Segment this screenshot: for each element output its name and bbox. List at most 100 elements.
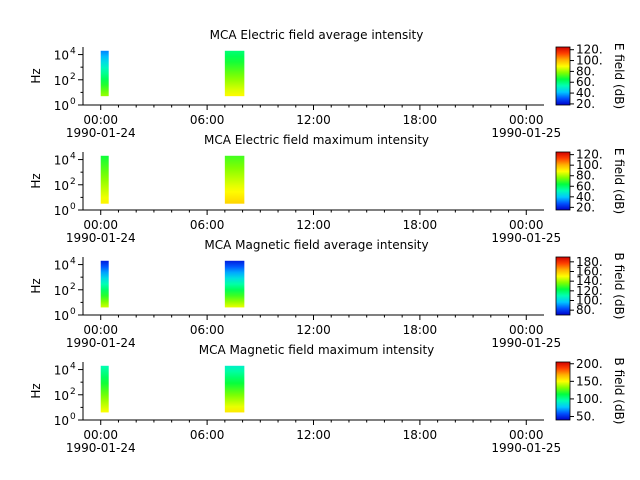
x-tick-label: 12:00: [296, 113, 331, 127]
colorbar-tick-label: 50.: [576, 409, 595, 423]
x-tick-label: 00:00: [83, 113, 118, 127]
y-tick-label: 10: [54, 49, 69, 63]
spectrogram-block: [224, 260, 245, 308]
colorbar-tick-label: 40.: [576, 190, 595, 204]
spectrogram-block: [100, 365, 109, 413]
colorbar-tick-label: 120.: [576, 43, 603, 57]
y-tick-label: 10: [54, 179, 69, 193]
x-tick-label: 06:00: [190, 428, 225, 442]
x-date-label: 1990-01-24: [66, 126, 136, 140]
colorbar-tick-label: 40.: [576, 86, 595, 100]
colorbar: [555, 361, 571, 421]
spectrogram-block: [100, 50, 109, 97]
colorbar-label: B field (dB): [612, 358, 626, 425]
y-axis-label: Hz: [29, 173, 43, 188]
y-tick-label: 10: [54, 99, 69, 113]
x-date-label: 1990-01-24: [66, 336, 136, 350]
y-tick-label: 10: [54, 389, 69, 403]
x-tick-label: 00:00: [509, 113, 544, 127]
colorbar-label: E field (dB): [612, 148, 626, 214]
x-tick-label: 12:00: [296, 218, 331, 232]
x-tick-label: 18:00: [403, 428, 438, 442]
colorbar-tick-label: 140.: [576, 274, 603, 288]
y-tick-label: 10: [54, 259, 69, 273]
y-tick-label: 10: [54, 414, 69, 428]
x-date-label: 1990-01-25: [491, 441, 561, 455]
y-tick-exponent: 2: [70, 387, 76, 397]
y-tick-label: 10: [54, 154, 69, 168]
colorbar-tick-label: 80.: [576, 303, 595, 317]
colorbar-tick-label: 100.: [576, 392, 603, 406]
colorbar: [555, 46, 571, 106]
y-axis-label: Hz: [29, 278, 43, 293]
colorbar-tick-label: 100.: [576, 294, 603, 308]
x-date-label: 1990-01-25: [491, 126, 561, 140]
panel-title: MCA Magnetic field maximum intensity: [199, 343, 435, 357]
panel-title: MCA Electric field maximum intensity: [204, 133, 429, 147]
colorbar-tick-label: 100.: [576, 54, 603, 68]
x-tick-label: 18:00: [403, 218, 438, 232]
colorbar-tick-label: 200.: [576, 357, 603, 371]
y-tick-exponent: 0: [70, 412, 76, 422]
y-tick-exponent: 4: [70, 47, 76, 57]
panel-title: MCA Magnetic field average intensity: [204, 238, 428, 252]
y-tick-exponent: 2: [70, 72, 76, 82]
x-date-label: 1990-01-24: [66, 231, 136, 245]
panel-4: MCA Magnetic field maximum intensity 00:0…: [29, 343, 626, 455]
colorbar-tick-label: 120.: [576, 284, 603, 298]
y-tick-label: 10: [54, 204, 69, 218]
y-tick-exponent: 4: [70, 257, 76, 267]
spectrogram-block: [224, 155, 245, 204]
spectrogram-block: [224, 50, 245, 97]
x-tick-label: 12:00: [296, 323, 331, 337]
colorbar-label: E field (dB): [612, 43, 626, 109]
y-tick-label: 10: [54, 364, 69, 378]
x-tick-label: 12:00: [296, 428, 331, 442]
x-tick-label: 18:00: [403, 113, 438, 127]
x-tick-label: 00:00: [509, 428, 544, 442]
colorbar-tick-label: 150.: [576, 374, 603, 388]
y-tick-exponent: 0: [70, 202, 76, 212]
colorbar-tick-label: 180.: [576, 255, 603, 269]
x-tick-label: 06:00: [190, 113, 225, 127]
colorbar-tick-label: 60.: [576, 179, 595, 193]
panel-1: MCA Electric field average intensity 00:0…: [29, 28, 626, 140]
x-date-label: 1990-01-25: [491, 336, 561, 350]
x-tick-label: 06:00: [190, 218, 225, 232]
y-tick-label: 10: [54, 284, 69, 298]
y-tick-exponent: 4: [70, 152, 76, 162]
spectrogram-block: [100, 155, 109, 204]
colorbar-label: B field (dB): [612, 253, 626, 320]
panel-3: MCA Magnetic field average intensity 00:0…: [29, 238, 626, 350]
panel-title: MCA Electric field average intensity: [210, 28, 424, 42]
x-tick-label: 00:00: [83, 428, 118, 442]
y-tick-exponent: 0: [70, 97, 76, 107]
panel-2: MCA Electric field maximum intensity 00:0…: [29, 133, 626, 245]
y-tick-exponent: 0: [70, 307, 76, 317]
x-tick-label: 00:00: [83, 218, 118, 232]
colorbar-tick-label: 20.: [576, 200, 595, 214]
x-tick-label: 00:00: [509, 323, 544, 337]
colorbar-tick-label: 80.: [576, 64, 595, 78]
colorbar-tick-label: 20.: [576, 97, 595, 111]
colorbar-tick-label: 80.: [576, 169, 595, 183]
x-tick-label: 06:00: [190, 323, 225, 337]
x-tick-label: 00:00: [83, 323, 118, 337]
colorbar-tick-label: 160.: [576, 265, 603, 279]
colorbar-tick-label: 100.: [576, 158, 603, 172]
y-axis-label: Hz: [29, 383, 43, 398]
colorbar-tick-label: 120.: [576, 148, 603, 162]
y-tick-exponent: 2: [70, 177, 76, 187]
x-tick-label: 00:00: [509, 218, 544, 232]
colorbar-tick-label: 60.: [576, 75, 595, 89]
x-date-label: 1990-01-24: [66, 441, 136, 455]
y-tick-exponent: 4: [70, 362, 76, 372]
spectrogram-block: [100, 260, 109, 308]
colorbar: [555, 256, 571, 316]
x-tick-label: 18:00: [403, 323, 438, 337]
y-tick-label: 10: [54, 74, 69, 88]
y-axis-label: Hz: [29, 68, 43, 83]
y-tick-label: 10: [54, 309, 69, 323]
x-date-label: 1990-01-25: [491, 231, 561, 245]
